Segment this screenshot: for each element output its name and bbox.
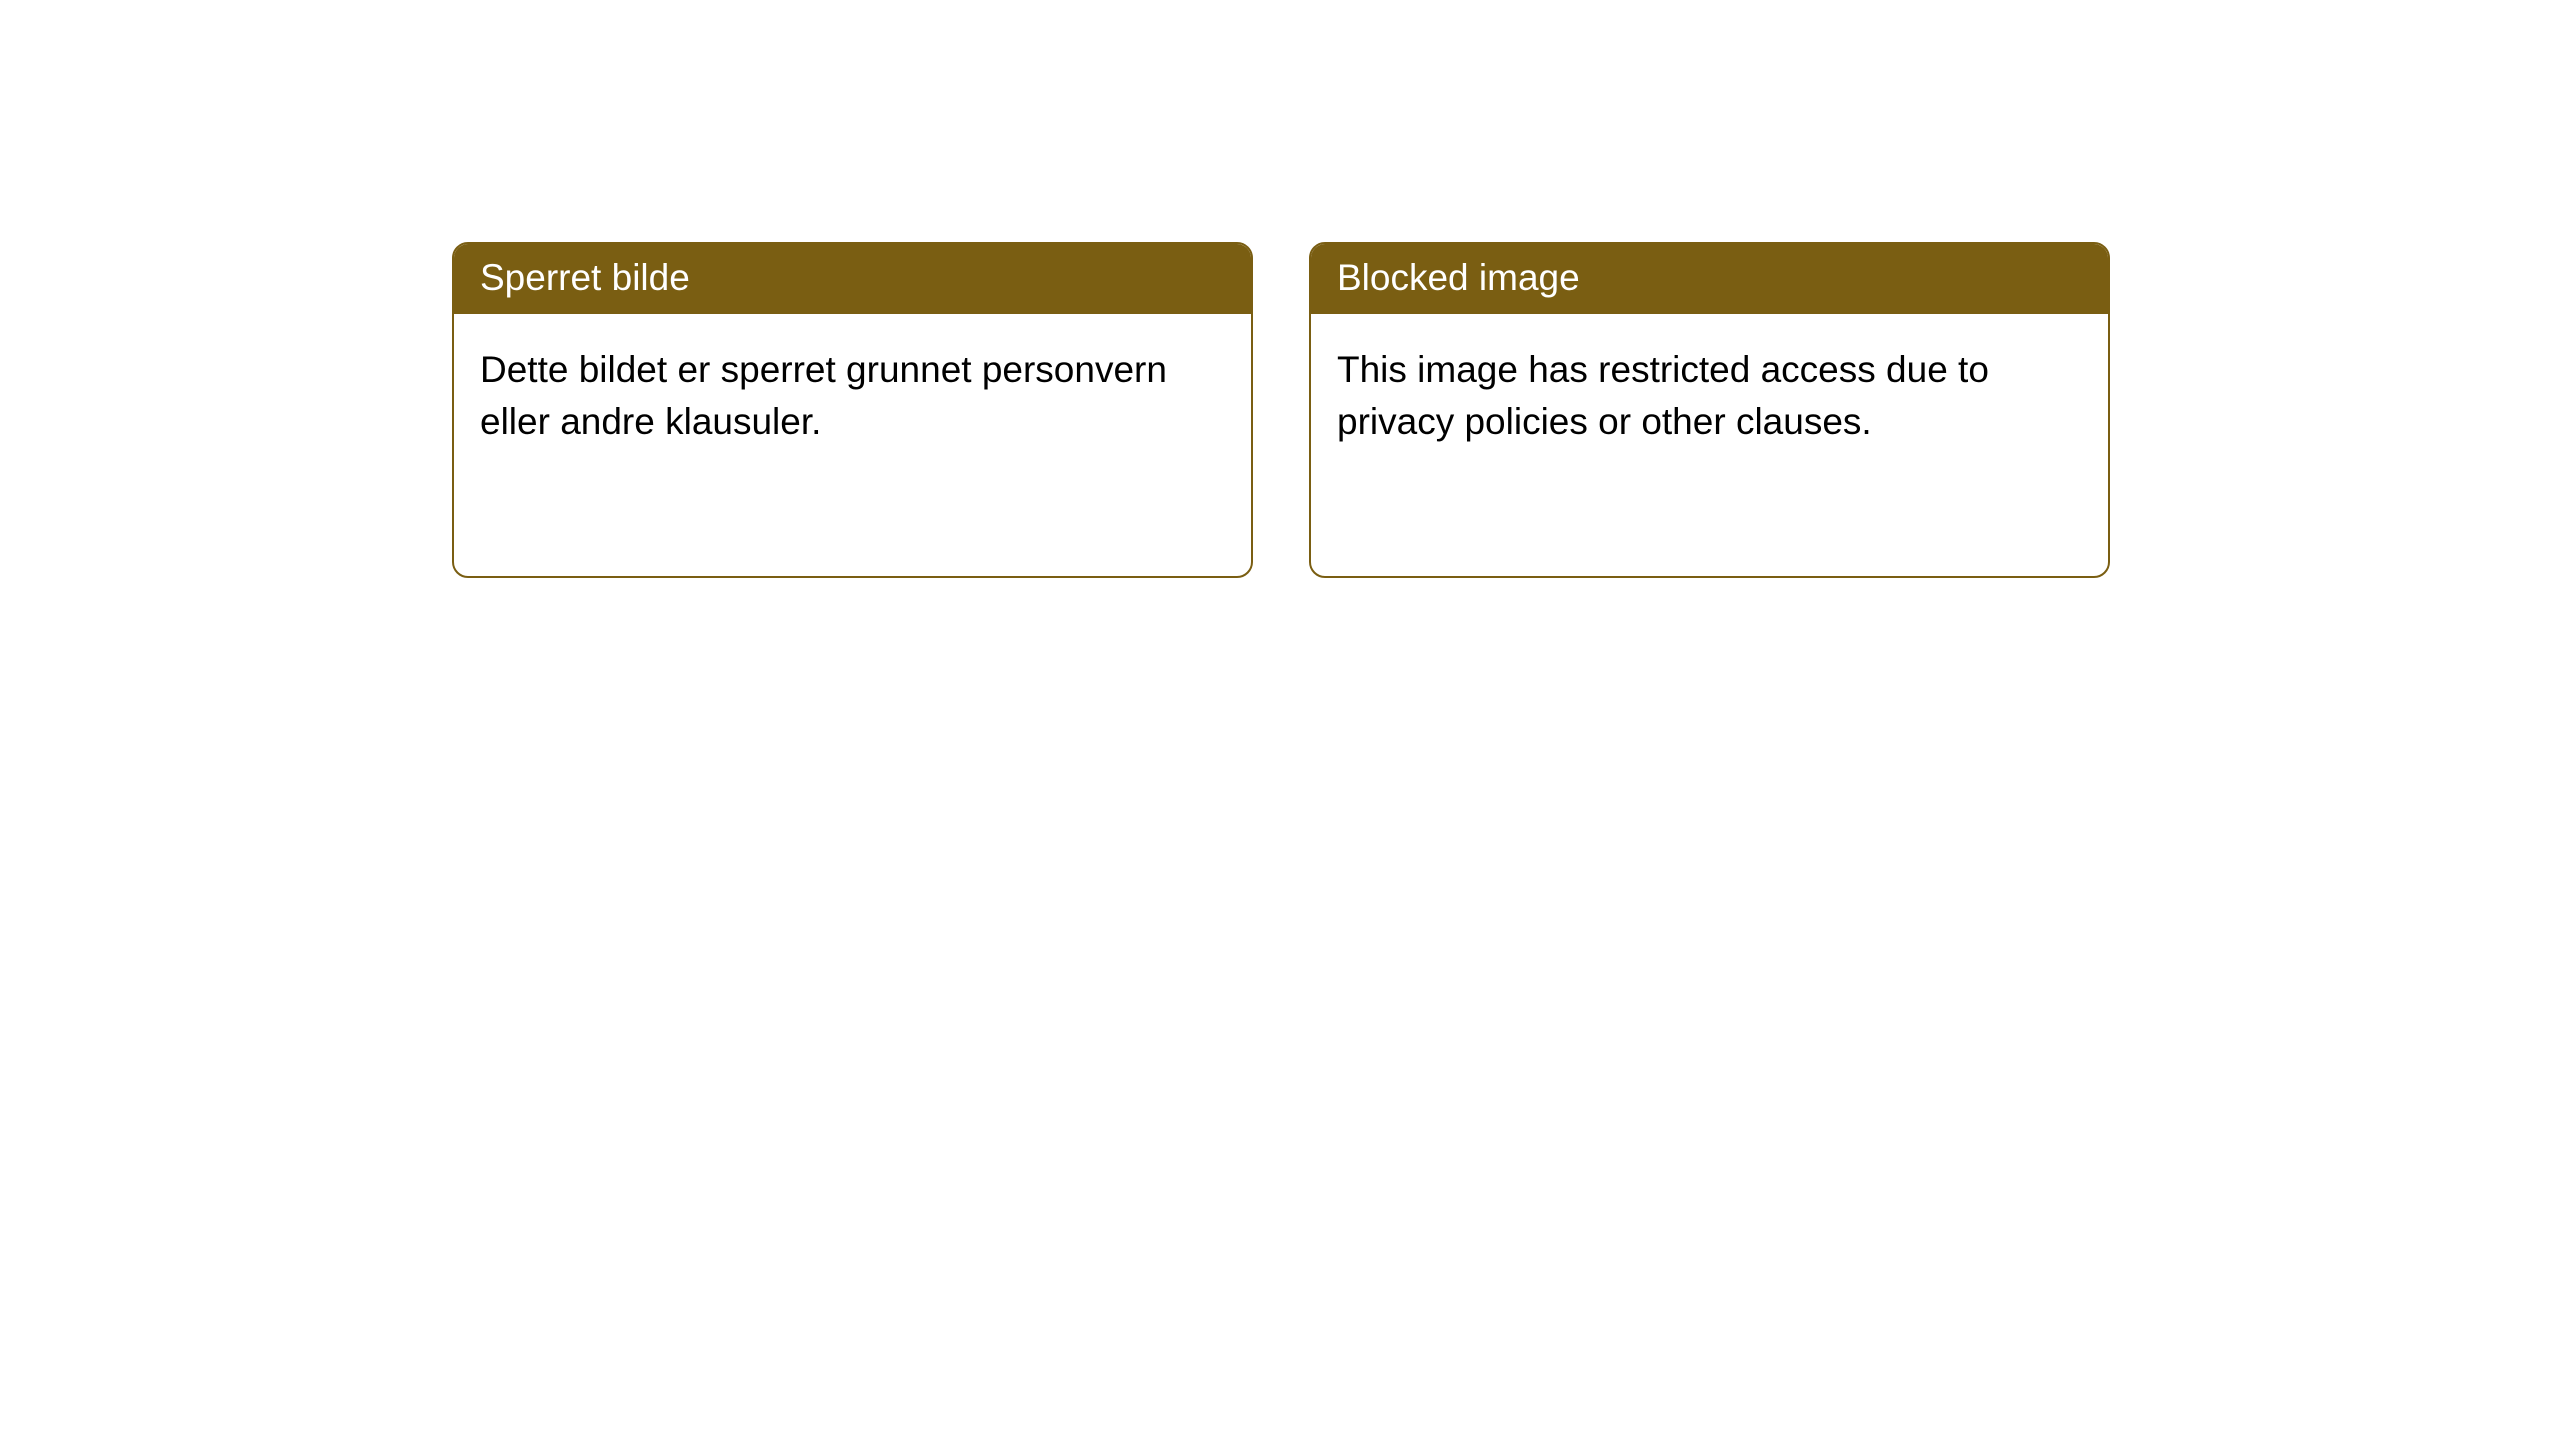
card-body-text: This image has restricted access due to … [1337,349,1989,442]
card-body-text: Dette bildet er sperret grunnet personve… [480,349,1167,442]
notice-card-norwegian: Sperret bilde Dette bildet er sperret gr… [452,242,1253,578]
card-title: Blocked image [1337,257,1580,298]
card-header: Sperret bilde [454,244,1251,314]
notice-container: Sperret bilde Dette bildet er sperret gr… [0,0,2560,578]
card-header: Blocked image [1311,244,2108,314]
notice-card-english: Blocked image This image has restricted … [1309,242,2110,578]
card-body: Dette bildet er sperret grunnet personve… [454,314,1251,478]
card-title: Sperret bilde [480,257,690,298]
card-body: This image has restricted access due to … [1311,314,2108,478]
